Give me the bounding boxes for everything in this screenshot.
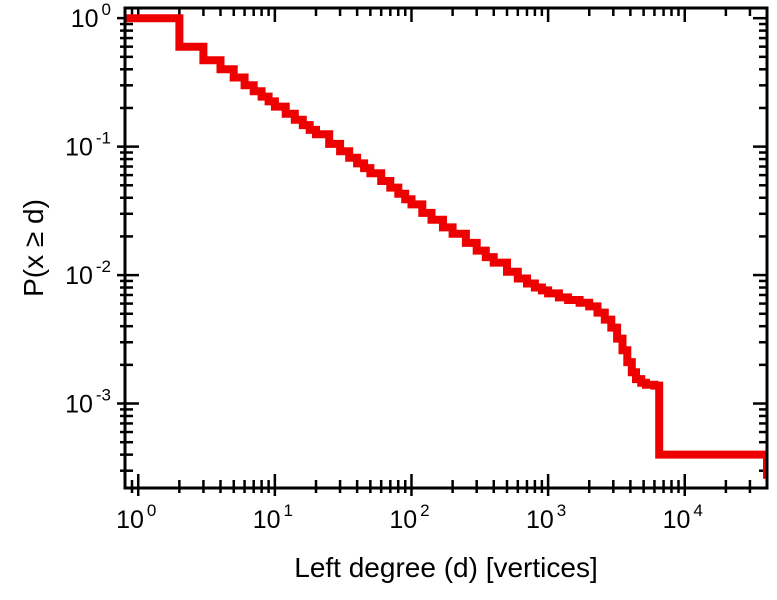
y-tick-label: 10 0 bbox=[71, 0, 111, 33]
x-axis-title: Left degree (d) [vertices] bbox=[294, 552, 598, 583]
x-tick-label: 10 2 bbox=[389, 501, 429, 534]
x-tick-label: 10 1 bbox=[253, 501, 293, 534]
y-tick-label: 10 -2 bbox=[65, 257, 111, 290]
x-tick-label: 10 4 bbox=[663, 501, 703, 534]
x-tick-label: 10 0 bbox=[116, 501, 156, 534]
y-tick-label: 10 -3 bbox=[65, 386, 111, 419]
y-axis-title: P(x ≥ d) bbox=[18, 199, 49, 297]
y-tick-label: 10 -1 bbox=[65, 129, 111, 162]
ccdf-curve bbox=[125, 14, 767, 479]
plot-frame bbox=[123, 6, 769, 490]
x-tick-label: 10 3 bbox=[526, 501, 566, 534]
